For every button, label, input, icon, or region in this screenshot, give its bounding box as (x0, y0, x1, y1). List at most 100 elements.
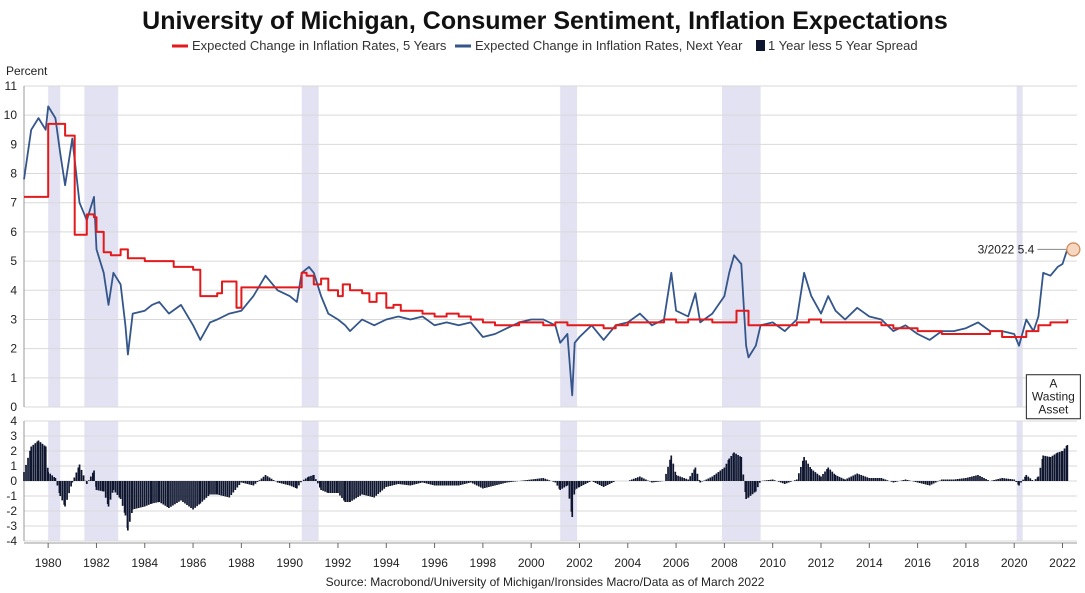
spread-bar (1042, 455, 1045, 481)
spread-bar (872, 478, 875, 481)
x-tick-label: 1994 (373, 556, 400, 570)
spread-bar (733, 452, 735, 481)
spread-bar (351, 481, 353, 501)
spread-bar (683, 478, 685, 481)
spread-bar (606, 481, 609, 485)
spread-bar (1046, 456, 1049, 481)
spread-bar (264, 475, 267, 481)
spread-bar (349, 481, 351, 502)
spread-bar (977, 475, 979, 481)
spread-bar (687, 479, 690, 481)
spread-bar (107, 481, 110, 507)
spread-bar (182, 481, 184, 502)
spread-bar (670, 455, 673, 481)
spread-bar (914, 481, 917, 482)
spread-bar (437, 481, 440, 486)
x-tick-label: 1998 (470, 556, 497, 570)
grid-lines (23, 85, 1077, 544)
spread-bar (936, 481, 939, 482)
spread-bar (840, 477, 843, 481)
spread-bar (300, 481, 302, 483)
spread-bar (459, 481, 462, 485)
spread-bar (331, 481, 334, 493)
spread-bar (711, 476, 714, 481)
spread-bar (425, 481, 428, 484)
spread-bar (198, 481, 200, 505)
x-tick-label: 2006 (663, 556, 690, 570)
spread-bar (906, 480, 909, 481)
spread-bar (916, 481, 919, 483)
spread-bar (99, 481, 102, 491)
spread-bar (956, 479, 959, 481)
spread-bar (344, 481, 347, 502)
spread-bar (310, 475, 312, 481)
y-tick-label: 2 (10, 342, 17, 356)
spread-bar (445, 481, 448, 486)
spread-bar (441, 481, 444, 486)
spread-bar (190, 481, 192, 508)
spread-bar (262, 476, 265, 481)
spread-bar (1063, 448, 1066, 481)
spread-bar (959, 478, 961, 481)
spread-bar (993, 480, 995, 481)
spread-bar (783, 481, 786, 484)
spread-bar (312, 475, 315, 481)
spread-bar (580, 481, 583, 486)
spread-bar (176, 481, 178, 503)
spread-bar (172, 481, 174, 506)
spread-bar (882, 478, 885, 481)
spread-bar (643, 478, 645, 481)
spread-bar (131, 481, 134, 510)
spread-bar (1048, 456, 1051, 481)
y-tick-label: -2 (6, 504, 17, 518)
spread-bar (612, 481, 615, 482)
spread-bar (659, 481, 661, 482)
spread-bar (114, 481, 117, 493)
spread-bar (64, 481, 66, 507)
spread-bar (884, 479, 887, 481)
x-tick-label: 2000 (518, 556, 545, 570)
spread-bar (802, 460, 804, 481)
spread-bar (540, 478, 543, 481)
spread-bar (594, 481, 597, 483)
spread-bar (696, 473, 699, 481)
spread-bar (220, 481, 223, 496)
spread-bar (272, 480, 275, 481)
spread-bar (930, 481, 933, 485)
spread-bar (304, 478, 307, 481)
spread-bar (126, 481, 129, 531)
spread-bar (838, 476, 841, 481)
spread-bar (703, 480, 706, 481)
spread-bar (333, 481, 336, 493)
spread-bar (411, 481, 414, 485)
spread-bar (981, 477, 983, 481)
spread-bar (920, 481, 923, 484)
spread-bar (39, 442, 42, 481)
spread-bar (836, 475, 839, 481)
spread-bar (552, 481, 555, 482)
x-tick-label: 2014 (856, 556, 883, 570)
spread-bar (938, 480, 941, 481)
spread-bar (47, 472, 50, 481)
spread-bar (234, 481, 237, 490)
x-tick-label: 1984 (131, 556, 158, 570)
spread-bar (1029, 478, 1032, 481)
spread-bar (771, 479, 774, 481)
spread-bar (655, 481, 657, 482)
spread-bar (112, 481, 115, 490)
x-tick-label: 1982 (83, 556, 110, 570)
spread-bar (1003, 478, 1005, 481)
spread-bar (158, 481, 161, 502)
spread-bar (423, 481, 426, 483)
spread-bar (371, 481, 374, 497)
spread-bar (463, 481, 466, 484)
spread-bar (798, 473, 800, 481)
spread-bar (534, 479, 537, 481)
spread-bar (256, 481, 259, 482)
spread-bar (1024, 476, 1026, 481)
spread-bar (222, 481, 225, 496)
spread-bar (139, 481, 142, 508)
spread-bar (528, 479, 531, 481)
spread-bar (524, 480, 526, 481)
spread-bar (536, 478, 539, 481)
